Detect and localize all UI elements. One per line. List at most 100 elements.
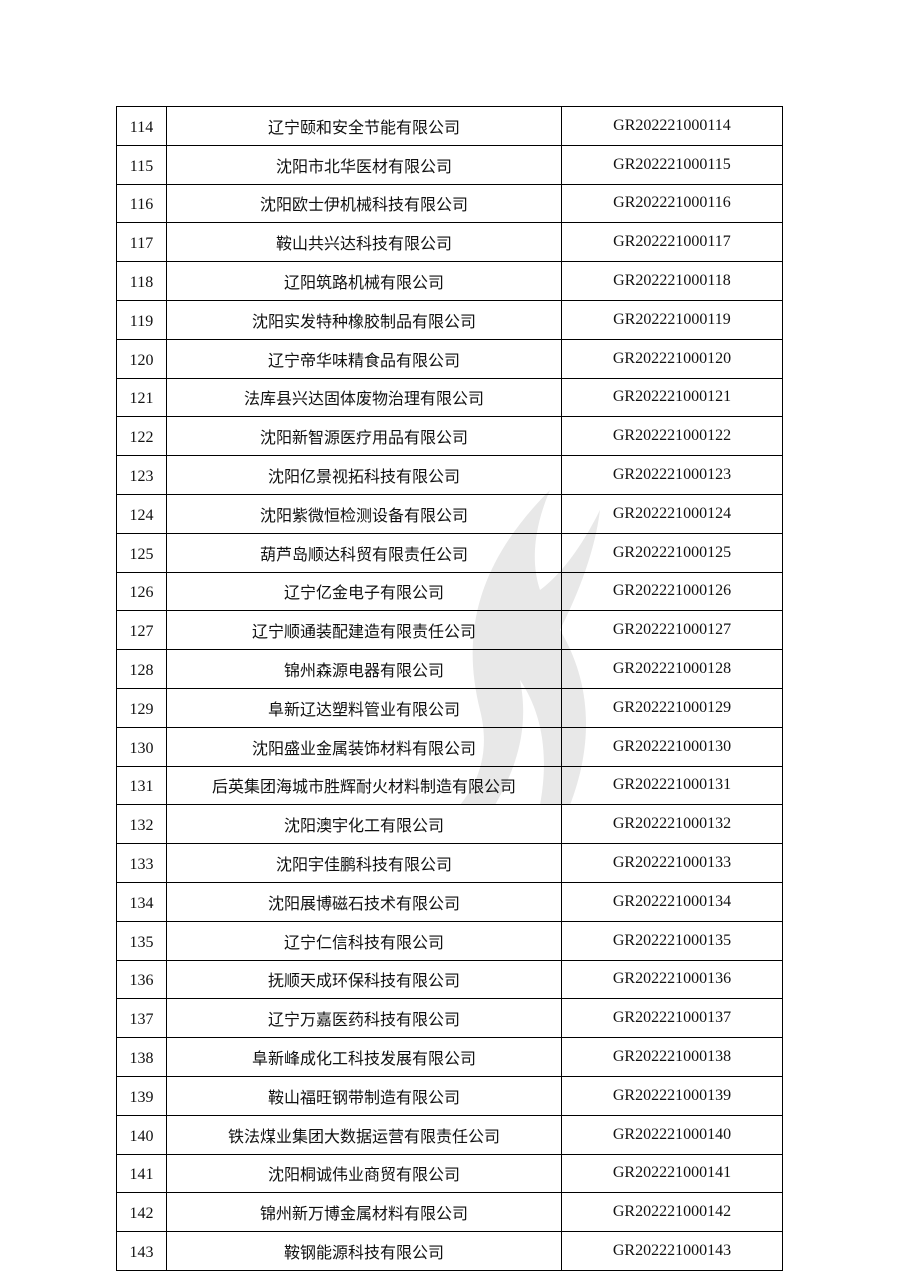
row-number: 117	[116, 222, 167, 263]
table-row: 134 沈阳展博磁石技术有限公司 GR202221000134	[116, 881, 783, 922]
certificate-number: GR202221000143	[561, 1231, 783, 1271]
certificate-number: GR202221000131	[561, 765, 783, 806]
certificate-number: GR202221000132	[561, 804, 783, 845]
table-row: 128 锦州森源电器有限公司 GR202221000128	[116, 649, 783, 689]
table-row: 137 辽宁万嘉医药科技有限公司 GR202221000137	[116, 998, 783, 1039]
certificate-number: GR202221000115	[561, 144, 783, 185]
certificate-number: GR202221000141	[561, 1153, 783, 1194]
table-row: 142 锦州新万博金属材料有限公司 GR202221000142	[116, 1192, 783, 1233]
table-row: 124 沈阳紫微恒检测设备有限公司 GR202221000124	[116, 493, 783, 534]
table-row: 120 辽宁帝华味精食品有限公司 GR202221000120	[116, 338, 783, 379]
row-number: 118	[116, 261, 167, 301]
company-name: 鞍钢能源科技有限公司	[166, 1231, 562, 1271]
company-name: 沈阳展博磁石技术有限公司	[166, 881, 562, 922]
table-row: 138 阜新峰成化工科技发展有限公司 GR202221000138	[116, 1037, 783, 1077]
company-name: 沈阳新智源医疗用品有限公司	[166, 416, 562, 457]
company-name: 辽宁万嘉医药科技有限公司	[166, 998, 562, 1039]
table-row: 129 阜新辽达塑料管业有限公司 GR202221000129	[116, 687, 783, 728]
row-number: 132	[116, 804, 167, 845]
table-row: 114 辽宁颐和安全节能有限公司 GR202221000114	[116, 106, 783, 146]
certificate-number: GR202221000120	[561, 338, 783, 379]
certificate-number: GR202221000127	[561, 610, 783, 651]
table-row: 130 沈阳盛业金属装饰材料有限公司 GR202221000130	[116, 726, 783, 767]
certificate-number: GR202221000119	[561, 299, 783, 340]
row-number: 142	[116, 1192, 167, 1233]
company-name: 沈阳盛业金属装饰材料有限公司	[166, 726, 562, 767]
company-name: 辽阳筑路机械有限公司	[166, 261, 562, 301]
row-number: 136	[116, 959, 167, 1000]
certificate-number: GR202221000122	[561, 416, 783, 457]
certificate-number: GR202221000126	[561, 571, 783, 612]
company-name: 沈阳亿景视拓科技有限公司	[166, 455, 562, 495]
row-number: 137	[116, 998, 167, 1039]
row-number: 119	[116, 299, 167, 340]
table-row: 121 法库县兴达固体废物治理有限公司 GR202221000121	[116, 377, 783, 418]
table-row: 133 沈阳宇佳鹏科技有限公司 GR202221000133	[116, 843, 783, 883]
row-number: 139	[116, 1075, 167, 1116]
certificate-number: GR202221000133	[561, 843, 783, 883]
row-number: 116	[116, 183, 167, 224]
row-number: 122	[116, 416, 167, 457]
company-name: 后英集团海城市胜辉耐火材料制造有限公司	[166, 765, 562, 806]
certificate-number: GR202221000135	[561, 920, 783, 961]
table-row: 122 沈阳新智源医疗用品有限公司 GR202221000122	[116, 416, 783, 457]
row-number: 140	[116, 1114, 167, 1155]
table-row: 140 铁法煤业集团大数据运营有限责任公司 GR202221000140	[116, 1114, 783, 1155]
table-row: 127 辽宁顺通装配建造有限责任公司 GR202221000127	[116, 610, 783, 651]
company-name: 鞍山福旺钢带制造有限公司	[166, 1075, 562, 1116]
table-row: 118 辽阳筑路机械有限公司 GR202221000118	[116, 261, 783, 301]
row-number: 126	[116, 571, 167, 612]
company-name: 阜新辽达塑料管业有限公司	[166, 687, 562, 728]
company-name: 沈阳市北华医材有限公司	[166, 144, 562, 185]
certificate-number: GR202221000118	[561, 261, 783, 301]
table-row: 136 抚顺天成环保科技有限公司 GR202221000136	[116, 959, 783, 1000]
row-number: 115	[116, 144, 167, 185]
certificate-number: GR202221000121	[561, 377, 783, 418]
row-number: 127	[116, 610, 167, 651]
row-number: 130	[116, 726, 167, 767]
company-name: 抚顺天成环保科技有限公司	[166, 959, 562, 1000]
certificate-number: GR202221000137	[561, 998, 783, 1039]
table-row: 141 沈阳桐诚伟业商贸有限公司 GR202221000141	[116, 1153, 783, 1194]
certificate-number: GR202221000128	[561, 649, 783, 689]
row-number: 141	[116, 1153, 167, 1194]
certificate-number: GR202221000138	[561, 1037, 783, 1077]
company-name: 锦州森源电器有限公司	[166, 649, 562, 689]
table-row: 139 鞍山福旺钢带制造有限公司 GR202221000139	[116, 1075, 783, 1116]
company-name: 法库县兴达固体废物治理有限公司	[166, 377, 562, 418]
certificate-number: GR202221000129	[561, 687, 783, 728]
certificate-number: GR202221000123	[561, 455, 783, 495]
company-name: 阜新峰成化工科技发展有限公司	[166, 1037, 562, 1077]
table-row: 117 鞍山共兴达科技有限公司 GR202221000117	[116, 222, 783, 263]
row-number: 120	[116, 338, 167, 379]
certificate-number: GR202221000142	[561, 1192, 783, 1233]
row-number: 143	[116, 1231, 167, 1271]
certificate-number: GR202221000124	[561, 493, 783, 534]
certificate-number: GR202221000139	[561, 1075, 783, 1116]
company-table-body: 114 辽宁颐和安全节能有限公司 GR202221000114 115 沈阳市北华医材有…	[116, 106, 783, 1271]
row-number: 128	[116, 649, 167, 689]
table-row: 115 沈阳市北华医材有限公司 GR202221000115	[116, 144, 783, 185]
row-number: 114	[116, 106, 167, 146]
table-row: 135 辽宁仁信科技有限公司 GR202221000135	[116, 920, 783, 961]
company-name: 沈阳实发特种橡胶制品有限公司	[166, 299, 562, 340]
row-number: 124	[116, 493, 167, 534]
certificate-number: GR202221000134	[561, 881, 783, 922]
row-number: 125	[116, 532, 167, 573]
row-number: 121	[116, 377, 167, 418]
table-row: 116 沈阳欧士伊机械科技有限公司 GR202221000116	[116, 183, 783, 224]
certificate-number: GR202221000117	[561, 222, 783, 263]
row-number: 138	[116, 1037, 167, 1077]
company-table: 114 辽宁颐和安全节能有限公司 GR202221000114 115 沈阳市北华医材有…	[116, 106, 783, 1271]
company-name: 沈阳澳宇化工有限公司	[166, 804, 562, 845]
company-name: 辽宁颐和安全节能有限公司	[166, 106, 562, 146]
company-name: 沈阳紫微恒检测设备有限公司	[166, 493, 562, 534]
table-row: 126 辽宁亿金电子有限公司 GR202221000126	[116, 571, 783, 612]
company-name: 沈阳宇佳鹏科技有限公司	[166, 843, 562, 883]
row-number: 133	[116, 843, 167, 883]
company-name: 葫芦岛顺达科贸有限责任公司	[166, 532, 562, 573]
certificate-number: GR202221000114	[561, 106, 783, 146]
table-row: 132 沈阳澳宇化工有限公司 GR202221000132	[116, 804, 783, 845]
company-name: 辽宁仁信科技有限公司	[166, 920, 562, 961]
certificate-number: GR202221000140	[561, 1114, 783, 1155]
